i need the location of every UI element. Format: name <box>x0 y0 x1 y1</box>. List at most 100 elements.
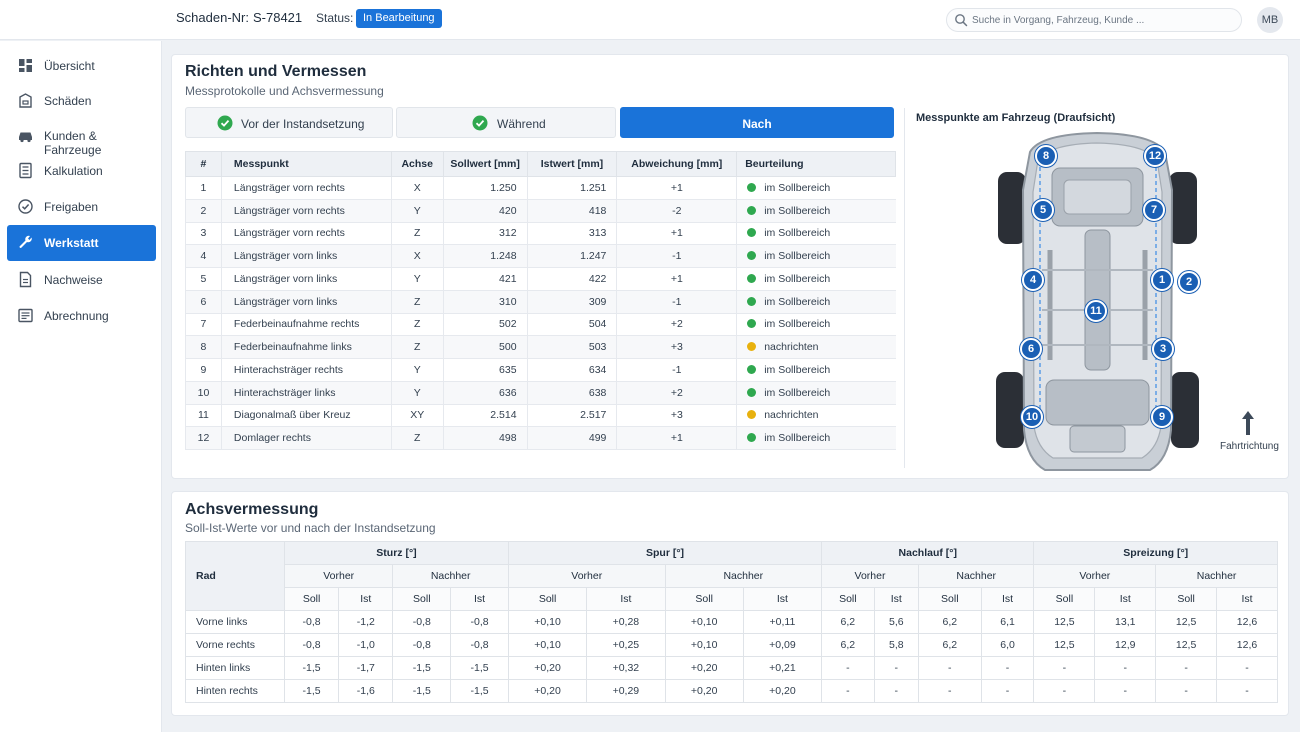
search-icon <box>955 14 968 27</box>
sidebar-item-kunden-fahrzeuge[interactable]: Kunden & Fahrzeuge <box>7 118 156 157</box>
row-number: 9 <box>185 358 222 382</box>
sidebar-item-schaeden[interactable]: Schäden <box>7 83 156 119</box>
tab-vor-der-instandsetzung[interactable]: Vor der Instandsetzung <box>185 107 393 138</box>
measure-point-marker[interactable]: 7 <box>1143 199 1165 221</box>
measure-point-marker[interactable]: 12 <box>1144 145 1166 167</box>
search-input[interactable] <box>972 11 1232 29</box>
table-row[interactable]: 12 Domlager rechts Z 498 499 +1 im Sollbereich <box>185 426 896 450</box>
deviation: -2 <box>616 199 737 223</box>
avatar[interactable]: MB <box>1257 7 1283 33</box>
invoice-icon <box>18 308 33 323</box>
actual-value: 2.517 <box>526 404 617 428</box>
table-row[interactable]: 9 Hinterachsträger rechts Y 635 634 -1 im Soll… <box>185 358 896 382</box>
table-header-row: # Messpunkt Achse Sollwert [mm] Istwert … <box>185 151 896 177</box>
subcol-header: Ist <box>873 587 919 611</box>
row-number: 4 <box>185 244 222 268</box>
axle-value: - <box>1216 656 1278 680</box>
tab-waehrend[interactable]: Während <box>396 107 616 138</box>
deviation: -1 <box>616 358 737 382</box>
subcol-header: Soll <box>507 587 588 611</box>
assessment-text: im Sollbereich <box>764 227 831 240</box>
table-row[interactable]: Vorne links -0,8 -1,2 -0,8 -0,8 +0,10 +0,28 +0,… <box>185 610 1278 634</box>
table-row[interactable]: 11 Diagonalmaß über Kreuz XY 2.514 2.517 +3 na… <box>185 404 896 428</box>
actual-value: 422 <box>526 267 617 291</box>
row-number: 7 <box>185 313 222 337</box>
axle-value: 12,5 <box>1033 633 1096 657</box>
measure-point-marker[interactable]: 5 <box>1032 199 1054 221</box>
target-value: 498 <box>442 426 528 450</box>
axle-value: +0,20 <box>507 656 588 680</box>
axle-value: +0,28 <box>586 610 666 634</box>
axle-value: - <box>1094 656 1157 680</box>
tab-nach[interactable]: Nach <box>620 107 894 138</box>
phase-header: Nachher <box>664 564 823 588</box>
assessment: nachrichten <box>736 335 896 359</box>
axle-value: -1,7 <box>338 656 394 680</box>
table-row[interactable]: 8 Federbeinaufnahme links Z 500 503 +3 nachric… <box>185 335 896 359</box>
sidebar-item-uebersicht[interactable]: Übersicht <box>7 48 156 84</box>
measure-point: Längsträger vorn links <box>220 267 392 291</box>
search-box[interactable] <box>946 8 1242 32</box>
sidebar-item-abrechnung[interactable]: Abrechnung <box>7 298 156 334</box>
sidebar-item-nachweise[interactable]: Nachweise <box>7 262 156 298</box>
tab-label: Während <box>497 117 546 131</box>
table-row[interactable]: 10 Hinterachsträger links Y 636 638 +2 im Soll… <box>185 381 896 405</box>
table-header-row: Rad Sturz [°] Spur [°] Nachlauf [°] Spre… <box>185 541 1278 611</box>
sidebar-item-freigaben[interactable]: Freigaben <box>7 189 156 225</box>
measure-point-marker[interactable]: 3 <box>1152 338 1174 360</box>
status-dot-icon <box>747 319 757 329</box>
measure-point-marker[interactable]: 9 <box>1151 406 1173 428</box>
measure-point-marker[interactable]: 8 <box>1035 145 1057 167</box>
sidebar-item-werkstatt[interactable]: Werkstatt <box>7 225 156 261</box>
table-row[interactable]: 7 Federbeinaufnahme rechts Z 502 504 +2 im Sol… <box>185 313 896 337</box>
measure-point-marker[interactable]: 2 <box>1178 271 1200 293</box>
table-row[interactable]: Vorne rechts -0,8 -1,0 -0,8 -0,8 +0,10 +0,25 +0… <box>185 633 1278 657</box>
col-header: Istwert [mm] <box>526 151 618 177</box>
status-dot-icon <box>747 205 757 215</box>
axle-value: -1,2 <box>338 610 394 634</box>
deviation: +2 <box>616 381 737 405</box>
status-dot-icon <box>747 251 757 261</box>
measure-point-marker[interactable]: 4 <box>1022 269 1044 291</box>
arrow-up-icon <box>1242 411 1254 435</box>
axle-value: -1,5 <box>392 679 452 703</box>
table-row[interactable]: 6 Längsträger vorn links Z 310 309 -1 im Sollb… <box>185 290 896 314</box>
measure-point-marker[interactable]: 6 <box>1020 338 1042 360</box>
measure-point-marker[interactable]: 10 <box>1021 406 1043 428</box>
subcol-header: Soll <box>664 587 744 611</box>
table-row[interactable]: Hinten rechts -1,5 -1,6 -1,5 -1,5 +0,20 +0,29 +… <box>185 679 1278 703</box>
sidebar-item-kalkulation[interactable]: Kalkulation <box>7 153 156 189</box>
status-badge: In Bearbeitung <box>356 9 442 28</box>
row-number: 8 <box>185 335 222 359</box>
table-row[interactable]: 3 Längsträger vorn rechts Z 312 313 +1 im Soll… <box>185 222 896 246</box>
axle-value: +0,10 <box>664 633 744 657</box>
measure-point-marker[interactable]: 1 <box>1151 269 1173 291</box>
assessment-text: im Sollbereich <box>764 250 831 263</box>
target-value: 2.514 <box>442 404 528 428</box>
subcol-header: Soll <box>821 587 875 611</box>
axis: Z <box>390 426 444 450</box>
actual-value: 499 <box>526 426 617 450</box>
tab-label: Vor der Instandsetzung <box>241 117 365 131</box>
status-dot-icon <box>747 410 757 420</box>
table-row[interactable]: Hinten links -1,5 -1,7 -1,5 -1,5 +0,20 +0,32 +0… <box>185 656 1278 680</box>
table-row[interactable]: 5 Längsträger vorn links Y 421 422 +1 im Sollb… <box>185 267 896 291</box>
actual-value: 1.247 <box>526 244 617 268</box>
axle-value: -0,8 <box>450 633 509 657</box>
target-value: 1.248 <box>442 244 528 268</box>
subcol-header: Soll <box>1155 587 1218 611</box>
axis: Y <box>390 358 444 382</box>
axis: XY <box>390 404 444 428</box>
axis: Y <box>390 267 444 291</box>
measure-point-marker[interactable]: 11 <box>1085 300 1107 322</box>
assessment-text: im Sollbereich <box>764 181 831 194</box>
table-row[interactable]: 2 Längsträger vorn rechts Y 420 418 -2 im Soll… <box>185 199 896 223</box>
axle-value: 12,6 <box>1216 633 1278 657</box>
phase-header: Vorher <box>283 564 394 588</box>
axis: Z <box>390 335 444 359</box>
car-damage-icon <box>19 93 32 108</box>
axle-value: +0,25 <box>586 633 666 657</box>
table-row[interactable]: 1 Längsträger vorn rechts X 1.250 1.251 +1 im … <box>185 176 896 200</box>
table-row[interactable]: 4 Längsträger vorn links X 1.248 1.247 -1 im S… <box>185 244 896 268</box>
axle-value: -0,8 <box>392 610 452 634</box>
